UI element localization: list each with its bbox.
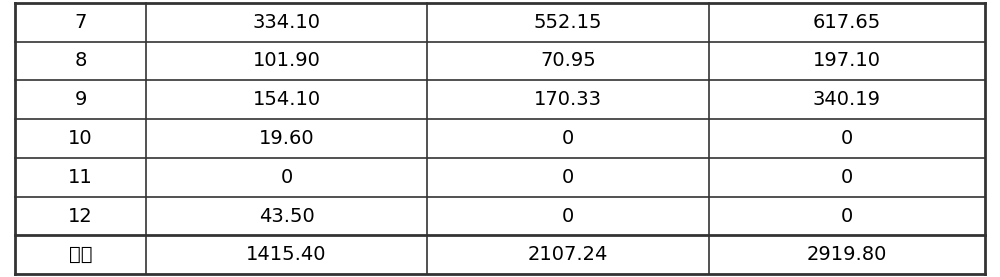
Text: 19.60: 19.60 <box>259 129 314 148</box>
Text: 8: 8 <box>74 52 87 70</box>
Text: 0: 0 <box>562 129 574 148</box>
Text: 101.90: 101.90 <box>253 52 321 70</box>
Text: 2107.24: 2107.24 <box>528 245 608 264</box>
Text: 43.50: 43.50 <box>259 207 314 225</box>
Text: 154.10: 154.10 <box>253 90 321 109</box>
Text: 0: 0 <box>841 129 853 148</box>
Text: 0: 0 <box>562 168 574 187</box>
Text: 617.65: 617.65 <box>813 13 881 32</box>
Text: 10: 10 <box>68 129 93 148</box>
Text: 334.10: 334.10 <box>253 13 321 32</box>
Text: 0: 0 <box>280 168 293 187</box>
Text: 1415.40: 1415.40 <box>246 245 327 264</box>
Text: 7: 7 <box>74 13 87 32</box>
Text: 197.10: 197.10 <box>813 52 881 70</box>
Text: 合计: 合计 <box>69 245 92 264</box>
Text: 552.15: 552.15 <box>534 13 602 32</box>
Text: 11: 11 <box>68 168 93 187</box>
Text: 0: 0 <box>562 207 574 225</box>
Text: 12: 12 <box>68 207 93 225</box>
Text: 0: 0 <box>841 168 853 187</box>
Text: 340.19: 340.19 <box>813 90 881 109</box>
Text: 9: 9 <box>74 90 87 109</box>
Text: 170.33: 170.33 <box>534 90 602 109</box>
Text: 70.95: 70.95 <box>540 52 596 70</box>
Text: 0: 0 <box>841 207 853 225</box>
Text: 2919.80: 2919.80 <box>807 245 887 264</box>
